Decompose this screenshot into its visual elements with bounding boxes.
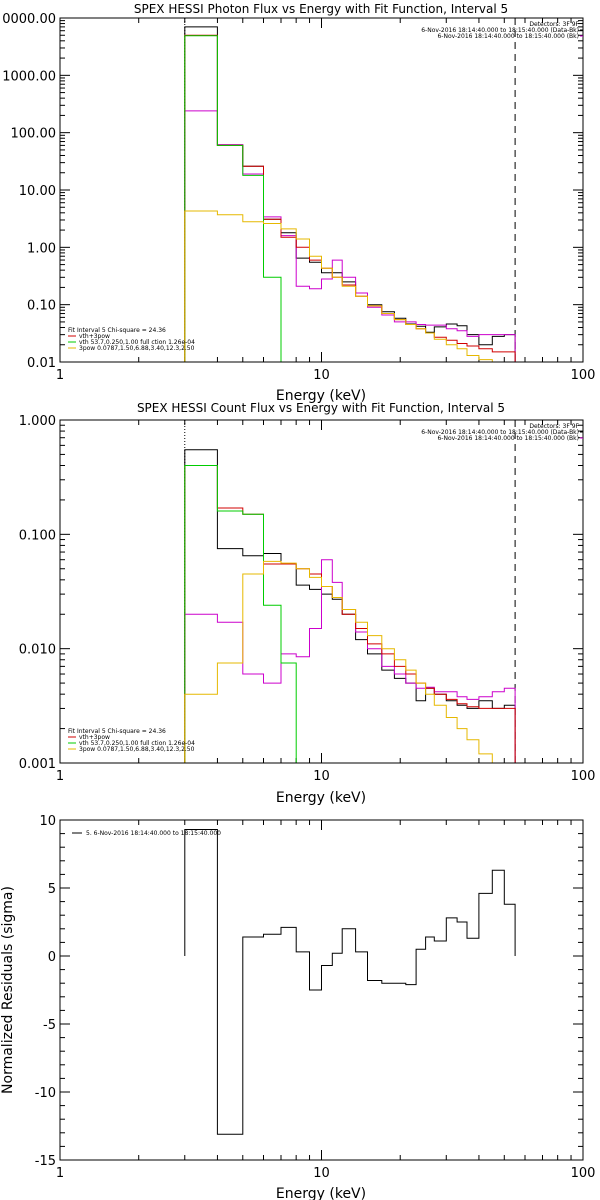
count-flux-panel: SPEX HESSI Count Flux vs Energy with Fit… — [19, 401, 596, 806]
series-histogram — [184, 210, 516, 362]
plot-area: 1 10 100 0.01 0.10 1.00 10.00 100.00 1000.00 0000… — [2, 12, 595, 383]
series-histogram — [184, 34, 516, 362]
x-tick-label: 100 — [571, 368, 596, 383]
legend-header: Fit Interval 5 Chi-square = 24.36 — [68, 327, 166, 334]
plot-area: 1 10 100 0.001 0.010 0.100 1.000 Detectors: 3F … — [19, 414, 596, 784]
series-histogram — [184, 449, 516, 763]
series-histogram — [184, 559, 516, 763]
panel-title: SPEX HESSI Count Flux vs Energy with Fit… — [137, 401, 505, 415]
info-text: Detectors: 3F 9F — [529, 21, 579, 28]
info-text: 6-Nov-2016 18:14:40.000 to 18:15:40.000 … — [421, 429, 579, 436]
y-tick-label: 0.10 — [27, 299, 56, 314]
y-tick-label: -15 — [35, 1154, 56, 1169]
x-axis-label: Energy (keV) — [276, 388, 366, 404]
info-text: 6-Nov-2016 18:14:40.000 to 18:15:40.000 … — [437, 33, 579, 40]
y-tick-label: 0.010 — [19, 643, 56, 658]
panel-title: SPEX HESSI Photon Flux vs Energy with Fi… — [134, 2, 508, 16]
legend-entry: 3pow 0.0787,1.50,6.88,3.40,12.3,2.50 — [79, 345, 195, 352]
y-tick-label: 100.00 — [11, 127, 57, 142]
x-tick-label: 100 — [571, 769, 596, 784]
legend-entry: vth 53.7,0.250,1.00 full ction 1.26e-04 — [79, 740, 195, 747]
x-tick-label: 1 — [56, 769, 64, 784]
x-tick-label: 100 — [571, 1166, 596, 1181]
y-tick-label: 0000.00 — [2, 12, 56, 27]
y-tick-label: 10.00 — [19, 184, 56, 199]
y-axis-label: Normalized Residuals (sigma) — [0, 886, 16, 1094]
legend-entry: vth+3pow — [79, 333, 110, 340]
y-tick-label: 1.000 — [19, 414, 56, 429]
y-tick-label: 1.00 — [27, 241, 56, 256]
series-histogram — [184, 465, 310, 763]
series-histogram — [184, 110, 516, 362]
legend-entry: vth 53.7,0.250,1.00 full ction 1.26e-04 — [79, 339, 195, 346]
data-layer — [184, 18, 516, 362]
info-text: 6-Nov-2016 18:14:40.000 to 18:15:40.000 … — [421, 27, 579, 34]
plot-area: 1 10 100 -15 -10 -5 0 5 10 5. 6-Nov-2016 18:14:40… — [35, 814, 596, 1181]
legend-entry: 5. 6-Nov-2016 18:14:40.000 to 18:15:40.0… — [86, 830, 221, 837]
x-tick-label: 10 — [313, 769, 330, 784]
series-histogram — [184, 26, 516, 362]
x-tick-label: 1 — [56, 1166, 64, 1181]
plot-frame — [59, 419, 584, 764]
series-histogram — [184, 560, 516, 763]
y-tick-label: 10 — [39, 814, 56, 829]
info-text: Detectors: 3F 9F — [529, 423, 579, 430]
series-histogram — [184, 465, 516, 763]
x-tick-label: 10 — [313, 368, 330, 383]
plot-frame — [59, 819, 584, 1161]
plot-frame — [59, 17, 584, 363]
y-tick-label: -5 — [43, 1018, 56, 1033]
data-layer — [184, 420, 516, 763]
series-histogram — [184, 35, 310, 362]
residuals-panel: 1 10 100 -15 -10 -5 0 5 10 5. 6-Nov-2016 18:14:40… — [0, 814, 595, 1200]
y-tick-label: 1000.00 — [2, 69, 56, 84]
y-tick-label: -10 — [35, 1086, 56, 1101]
x-tick-label: 1 — [56, 368, 64, 383]
y-tick-label: 0.100 — [19, 528, 56, 543]
legend-entry: 3pow 0.0787,1.50,6.88,3.40,12.3,2.50 — [79, 746, 195, 753]
series-histogram — [184, 829, 516, 1135]
y-tick-label: 0.01 — [27, 356, 56, 371]
y-tick-label: 0 — [48, 950, 56, 965]
x-tick-label: 10 — [313, 1166, 330, 1181]
y-tick-label: 5 — [48, 882, 56, 897]
x-axis-label: Energy (keV) — [276, 790, 366, 806]
y-tick-label: 0.001 — [19, 757, 56, 772]
photon-flux-panel: SPEX HESSI Photon Flux vs Energy with Fi… — [2, 2, 595, 404]
data-layer — [184, 829, 516, 1135]
x-axis-label: Energy (keV) — [276, 1186, 366, 1200]
info-text: 6-Nov-2016 18:14:40.000 to 18:15:40.000 … — [437, 435, 579, 442]
legend-header: Fit Interval 5 Chi-square = 24.36 — [68, 728, 166, 735]
legend-entry: vth+3pow — [79, 734, 110, 741]
